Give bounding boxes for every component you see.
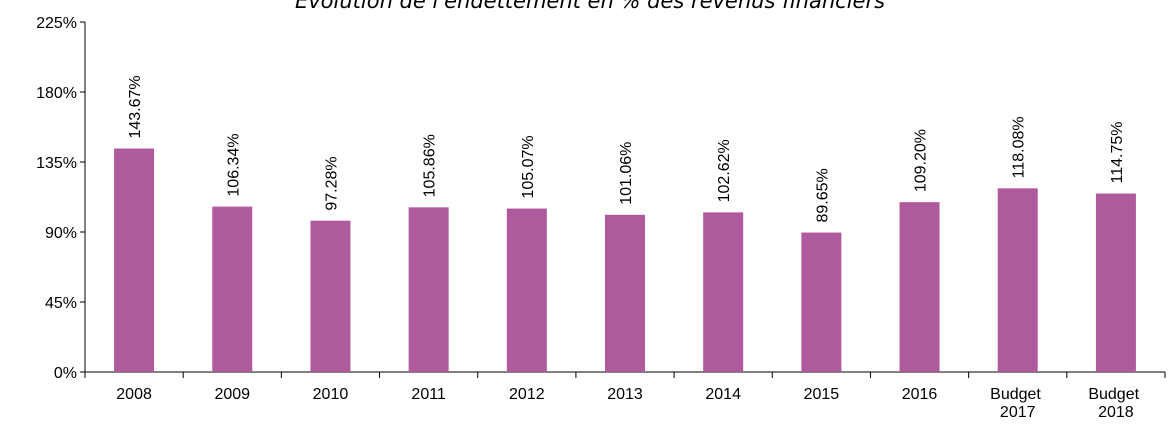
y-tick-label: 225% — [36, 15, 77, 32]
x-tick-label: 2010 — [313, 386, 349, 403]
value-label: 102.62% — [716, 139, 733, 202]
value-label: 101.06% — [618, 142, 635, 205]
y-tick-label: 90% — [45, 225, 77, 242]
value-label: 105.07% — [520, 135, 537, 198]
value-label: 97.28% — [323, 156, 340, 210]
y-tick-label: 180% — [36, 85, 77, 102]
x-tick-label: 2011 — [411, 386, 446, 403]
y-tick-label: 45% — [45, 295, 77, 312]
x-tick-label: 2016 — [902, 386, 938, 403]
value-label: 105.86% — [422, 134, 439, 197]
bar — [506, 208, 547, 372]
value-label: 109.20% — [913, 129, 930, 192]
bar — [605, 214, 645, 372]
y-tick-label: 135% — [36, 155, 77, 172]
x-tick-label: 2009 — [214, 386, 250, 403]
x-tick-label: Budget 2017 — [990, 386, 1045, 421]
x-tick-label: 2013 — [607, 386, 643, 403]
chart-title: Évolution de l'endettement en % des reve… — [295, 0, 885, 13]
x-tick-label: 2008 — [116, 386, 152, 403]
bar — [801, 232, 842, 372]
bar — [1095, 193, 1136, 372]
bar — [703, 212, 744, 372]
value-label: 118.08% — [1011, 116, 1028, 178]
bar — [114, 148, 155, 372]
x-tick-label: 2015 — [804, 386, 840, 403]
value-label: 106.34% — [225, 133, 242, 196]
x-tick-label: 2012 — [509, 386, 545, 403]
bar — [997, 188, 1038, 372]
bar — [408, 207, 449, 372]
y-tick-label: 0% — [54, 365, 77, 382]
bar — [212, 206, 253, 372]
value-label: 89.65% — [814, 168, 831, 222]
x-tick-label: Budget 2018 — [1088, 386, 1143, 421]
value-label: 143.67% — [127, 75, 144, 138]
x-tick-label: 2014 — [705, 386, 741, 403]
value-label: 114.75% — [1109, 122, 1126, 184]
bar — [899, 202, 940, 372]
bar — [310, 220, 351, 372]
